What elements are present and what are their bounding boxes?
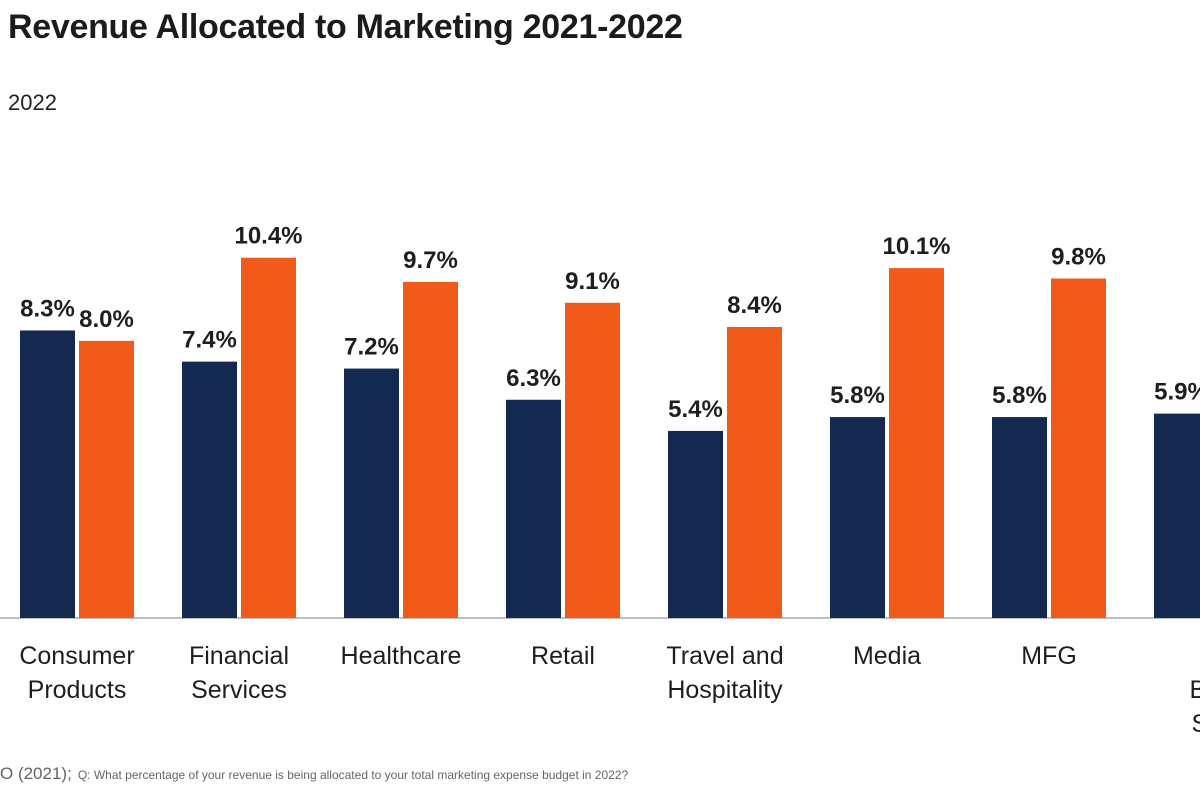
bar-series1-4 (668, 430, 723, 618)
bar-2022-5 (889, 268, 944, 618)
data-label: 7.2% (344, 334, 399, 361)
bar-series1-0 (20, 330, 75, 618)
bar-series1-2 (344, 368, 399, 618)
bar-series1-1 (182, 361, 237, 618)
category-label: Financial Services (189, 642, 289, 704)
bar-series1-3 (506, 399, 561, 618)
data-label: 9.8% (1051, 244, 1106, 271)
bar-series1-5 (830, 417, 885, 618)
bar-2022-2 (403, 281, 458, 618)
data-label: 8.4% (727, 292, 782, 319)
data-label: 9.1% (565, 268, 620, 295)
category-label: Retail (531, 642, 595, 670)
bar-2022-0 (79, 340, 134, 618)
bar-2022-6 (1051, 278, 1106, 618)
bar-chart: 8.3% 8.0% Consumer Products 7.4% 10.4% Financi… (0, 223, 1200, 738)
data-label: 9.7% (403, 247, 458, 274)
chart-title: Revenue Allocated to Marketing 2021-2022 (8, 8, 683, 46)
category-label: Media (853, 642, 921, 670)
data-label: 8.3% (20, 295, 75, 322)
data-label: 6.3% (506, 365, 561, 392)
category-label: Consumer Products (19, 642, 134, 704)
data-label: 10.4% (234, 223, 302, 250)
category-label: MFG (1021, 642, 1077, 670)
category-label: Healthcare (341, 642, 462, 670)
bar-2022-1 (241, 257, 296, 618)
bar-series1-6 (992, 417, 1047, 618)
legend-entry-2022: 2022 (8, 90, 57, 115)
category-label: ITBusSer (1189, 642, 1200, 738)
data-label: 5.9% (1154, 379, 1200, 406)
data-label: 10.1% (882, 233, 950, 260)
footer-question: Q: What percentage of your revenue is be… (77, 768, 629, 782)
chart-footer: O (2021); Q: What percentage of your reve… (0, 764, 628, 784)
data-label: 8.0% (79, 306, 134, 333)
category-label: Travel and Hospitality (666, 642, 783, 704)
data-label: 5.8% (992, 382, 1047, 409)
footer-source: O (2021); (0, 764, 72, 783)
bar-2022-4 (727, 327, 782, 618)
data-label: 5.8% (830, 382, 885, 409)
data-label: 7.4% (182, 327, 237, 354)
bar-2022-3 (565, 302, 620, 618)
data-label: 5.4% (668, 396, 723, 423)
bar-series1-7 (1154, 413, 1200, 618)
